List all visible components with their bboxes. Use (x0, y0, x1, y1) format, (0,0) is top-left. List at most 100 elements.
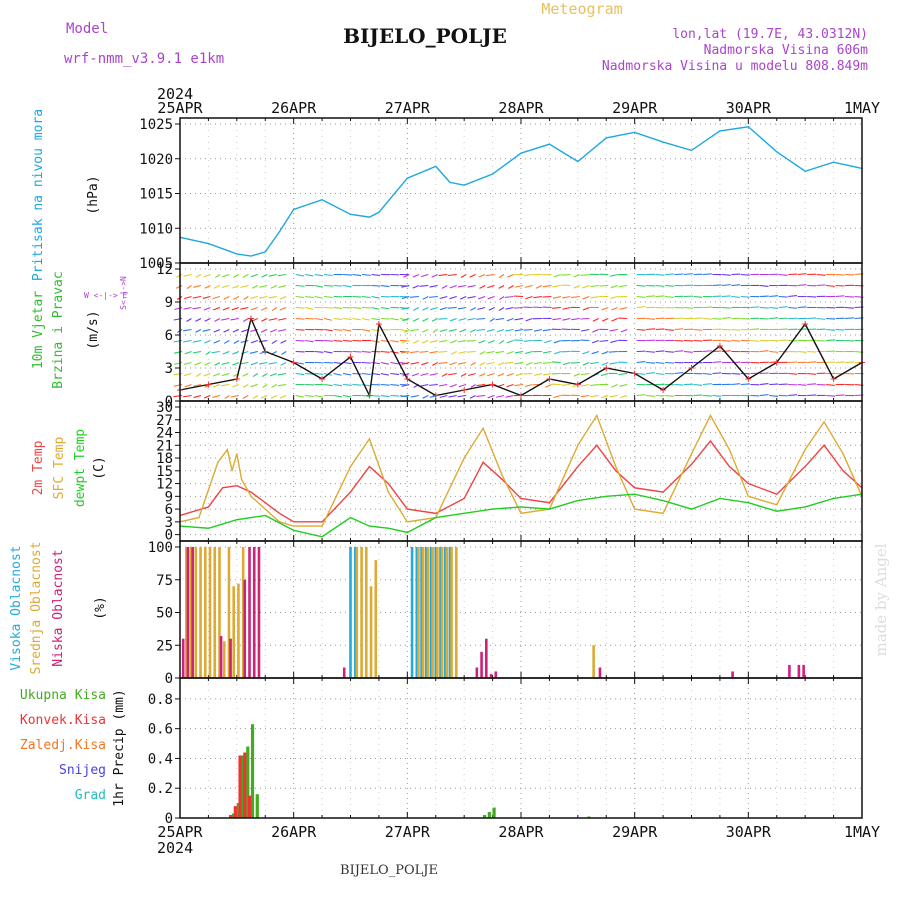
wind-arrow (333, 383, 343, 387)
temp-series-2-point (747, 502, 749, 504)
wind-arrow (342, 383, 352, 386)
wind-arrow (646, 328, 656, 331)
wind-arrow (693, 383, 703, 386)
cloud-bar (802, 664, 805, 678)
wind-arrow (498, 340, 505, 345)
temp-series-0-point (596, 444, 598, 446)
wind-arrow (421, 339, 429, 344)
cloud-bar (598, 667, 602, 678)
temp-series-1-point (463, 457, 465, 459)
wind-arrow (352, 295, 362, 298)
wind-arrow (262, 373, 268, 377)
wind-arrow (400, 394, 410, 398)
wind-arrow (712, 394, 722, 397)
precip-bar (236, 803, 240, 818)
panel-frame (179, 117, 863, 264)
wind-arrow (778, 306, 788, 309)
wind-arrow (655, 328, 665, 331)
cloud-bar (436, 547, 439, 678)
temp-series-0-point (662, 491, 664, 493)
wind-arrow (788, 306, 798, 309)
precip-bar (238, 755, 242, 818)
wind-arrow (183, 306, 192, 310)
temp-series-2-point (387, 527, 389, 529)
wind-arrow (213, 306, 221, 311)
wind-arrow (486, 328, 495, 332)
wind-arrow (479, 362, 486, 366)
wind-arrow (183, 339, 192, 343)
pressure-line-point (250, 255, 252, 257)
wind-arrow (438, 383, 448, 387)
wind-arrow (740, 317, 750, 320)
wind-arrow (214, 362, 221, 366)
wind-arrow (581, 383, 590, 387)
model-name: wrf-nmm_v3.9.1 e1km (64, 51, 224, 67)
wind-arrow (505, 328, 514, 332)
wind-arrow (591, 339, 599, 344)
wind-arrow (361, 361, 371, 364)
wind-arrow (243, 296, 249, 301)
wind-arrow (203, 394, 211, 399)
wind-arrow (835, 361, 845, 364)
wind-arrow (412, 284, 420, 289)
wind-arrow (232, 383, 240, 388)
temp-series-1-point (387, 491, 389, 493)
wind-arrow (390, 339, 399, 343)
wind-arrow (478, 339, 486, 344)
wind-arrow (361, 328, 371, 332)
wind-arrow (788, 295, 797, 298)
svg-text:Niska Oblacnost: Niska Oblacnost (51, 549, 66, 666)
pressure-line-point (349, 213, 352, 215)
cloud-bar (480, 651, 483, 678)
wind-arrow (542, 350, 552, 354)
wind-arrow (192, 306, 202, 310)
wind-arrow (438, 273, 448, 277)
wind-arrow (721, 306, 731, 309)
temp-series-1-point (662, 512, 664, 514)
footer-station: BIJELO_POLJE (340, 863, 438, 878)
wind-arrow (655, 284, 665, 287)
y-tick-label: 1025 (139, 117, 173, 133)
wind-arrow (448, 372, 457, 376)
wind-arrow (333, 339, 343, 342)
temp-series-1-point (236, 453, 238, 455)
wind-arrow (371, 284, 381, 287)
wind-arrow (620, 328, 628, 333)
y-tick-label: 75 (156, 573, 173, 589)
wind-arrow (542, 361, 552, 364)
wind-arrow (259, 295, 268, 299)
wind-arrow (352, 383, 362, 386)
wind-arrow (487, 339, 495, 344)
wind-arrow (655, 295, 665, 298)
cloud-grid (180, 541, 862, 679)
wind-arrow (447, 306, 457, 309)
wind-arrow (665, 273, 674, 276)
wind-arrow (281, 351, 287, 356)
pressure-line (179, 126, 863, 257)
wind-arrow (458, 317, 467, 321)
cloud-bar (252, 547, 256, 678)
wind-arrow (221, 317, 230, 321)
wind-arrow (636, 284, 646, 287)
wind-arrow (646, 372, 655, 375)
wind-arrow (250, 306, 258, 311)
temp-series-0-point (463, 497, 465, 500)
temp-series-0-point (747, 482, 749, 485)
wind-arrow (403, 273, 410, 278)
wind-arrow (457, 394, 467, 398)
wind-arrow (401, 350, 410, 354)
wind-arrow (401, 339, 410, 343)
wind-arrow (674, 328, 684, 331)
temp-series-1-point (501, 474, 503, 476)
wind-arrow (816, 317, 826, 320)
wind-arrow (324, 295, 333, 299)
wind-arrow (514, 383, 524, 387)
temp-series-2-point (236, 519, 238, 521)
pressure-line-point (747, 126, 749, 128)
wind-arrow (195, 373, 202, 378)
wind-arrow (361, 372, 371, 376)
cloud-bar (360, 547, 363, 678)
wind-arrow (562, 317, 571, 321)
wind-arrow (380, 383, 390, 386)
